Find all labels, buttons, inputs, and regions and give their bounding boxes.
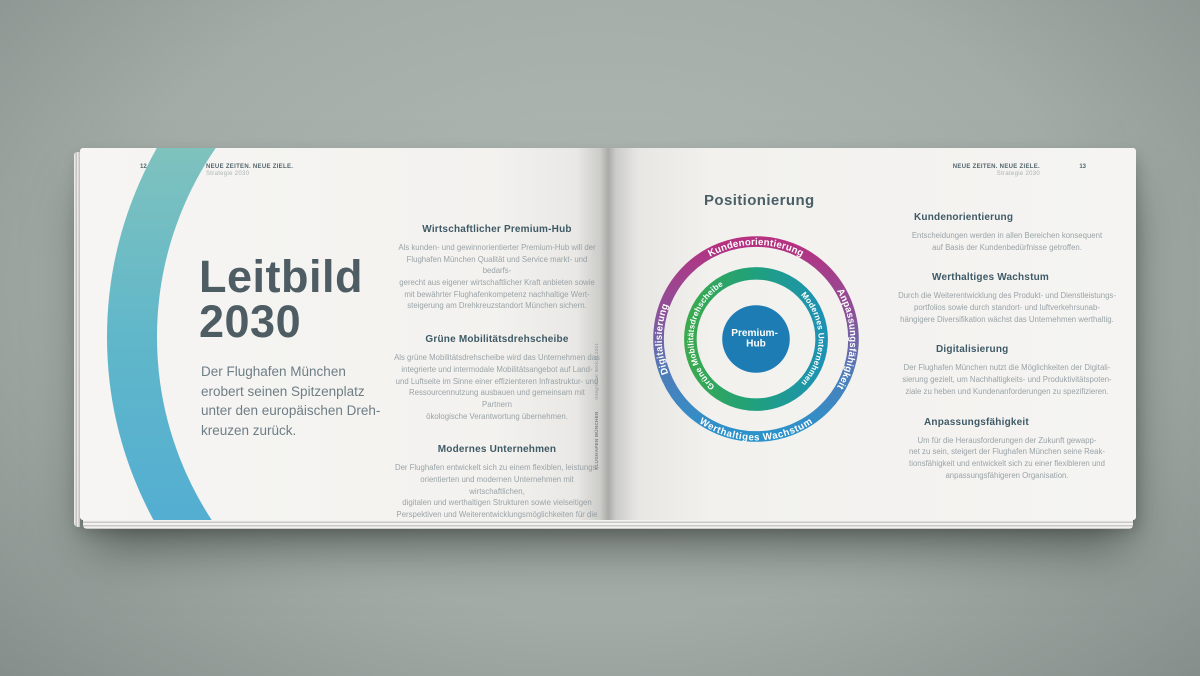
- section-body: Der Flughafen München nutzt die Möglichk…: [902, 363, 1112, 396]
- ring-label-werthaltiges-wachstum: Werthaltiges Wachstum: [697, 416, 815, 443]
- section-body: Entscheidungen werden in allen Bereichen…: [911, 231, 1103, 252]
- left-sections-column: Wirtschaftlicher Premium-Hub Als kunden-…: [393, 224, 601, 520]
- section-heading: Wirtschaftlicher Premium-Hub: [422, 224, 572, 235]
- left-page: 12 NEUE ZEITEN. NEUE ZIELE. Strategie 20…: [80, 148, 608, 520]
- intro-paragraph: Der Flughafen München erobert seinen Spi…: [201, 364, 381, 438]
- section-body: Als kunden- und gewinnorientierter Premi…: [398, 243, 596, 311]
- right-sections-column: Kundenorientierung Entscheidungen werden…: [896, 212, 1118, 500]
- right-page: 13 NEUE ZEITEN. NEUE ZIELE. Strategie 20…: [608, 148, 1136, 520]
- section-heading: Anpassungsfähigkeit: [924, 416, 1029, 428]
- ring-label-gruene-mobilitaetsdrehscheibe: Grüne Mobilitätsdrehscheibe: [686, 279, 725, 391]
- section-premium-hub: Wirtschaftlicher Premium-Hub Als kunden-…: [393, 224, 601, 312]
- ring-label-digitalisierung: Digitalisierung: [654, 302, 671, 376]
- header-title: NEUE ZEITEN. NEUE ZIELE.: [206, 164, 294, 170]
- section-anpassungsfaehigkeit: Anpassungsfähigkeit Um für die Herausfor…: [896, 417, 1118, 482]
- ring-label-modernes-unternehmen: Modernes Unternehmen: [799, 290, 826, 387]
- page-number-left: 12: [140, 164, 147, 170]
- middle-ring: [684, 267, 828, 411]
- section-gruene-mobilitaet: Grüne Mobilitätsdrehscheibe Als grüne Mo…: [393, 334, 601, 422]
- page-title: Leitbild 2030: [199, 251, 363, 347]
- page-number-right: 13: [1079, 164, 1086, 170]
- brand-swoosh-arc: [107, 148, 216, 520]
- section-body: Der Flughafen entwickelt sich zu einem f…: [394, 463, 600, 519]
- open-brochure: 12 NEUE ZEITEN. NEUE ZIELE. Strategie 20…: [74, 148, 1136, 529]
- section-body: Als grüne Mobilitätsdrehscheibe wird das…: [394, 353, 600, 421]
- outer-ring: [653, 236, 859, 442]
- section-heading: Kundenorientierung: [914, 212, 1014, 223]
- section-heading: Werthaltiges Wachstum: [932, 272, 1049, 284]
- spine-imprint: FLUGHAFEN MÜNCHEN Integrierter Bericht 2…: [594, 343, 599, 470]
- hub-circle: [722, 305, 790, 373]
- section-body: Um für die Herausforderungen der Zukunft…: [909, 435, 1105, 480]
- header-subtitle: Strategie 2030: [206, 171, 250, 177]
- section-heading: Grüne Mobilitätsdrehscheibe: [425, 334, 569, 346]
- section-kundenorientierung: Kundenorientierung Entscheidungen werden…: [896, 212, 1118, 253]
- section-digitalisierung: Digitalisierung Der Flughafen München nu…: [896, 344, 1118, 397]
- positioning-diagram: Kundenorientierung Anpassungsfähigkeit W…: [653, 236, 859, 443]
- spine-imprint-report: Integrierter Bericht 2021: [594, 343, 599, 401]
- ring-label-anpassungsfaehigkeit: Anpassungsfähigkeit: [834, 287, 858, 392]
- section-heading: Digitalisierung: [936, 344, 1009, 356]
- section-modernes-unternehmen: Modernes Unternehmen Der Flughafen entwi…: [393, 444, 601, 520]
- spine-imprint-brand: FLUGHAFEN MÜNCHEN: [594, 411, 599, 470]
- section-werthaltiges-wachstum: Werthaltiges Wachstum Durch die Weiteren…: [896, 272, 1118, 325]
- section-heading: Modernes Unternehmen: [437, 444, 557, 456]
- running-header-right: NEUE ZEITEN. NEUE ZIELE. Strategie 2030: [953, 164, 1040, 177]
- section-body: Durch die Weiterentwicklung des Produkt-…: [898, 291, 1116, 324]
- header-subtitle: Strategie 2030: [996, 171, 1040, 177]
- running-header-left: NEUE ZEITEN. NEUE ZIELE. Strategie 2030: [206, 164, 293, 177]
- hub-label: Premium- Hub: [731, 328, 781, 350]
- positioning-title: Positionierung: [704, 192, 815, 209]
- ring-label-kundenorientierung: Kundenorientierung: [706, 237, 805, 260]
- header-title: NEUE ZEITEN. NEUE ZIELE.: [952, 164, 1040, 170]
